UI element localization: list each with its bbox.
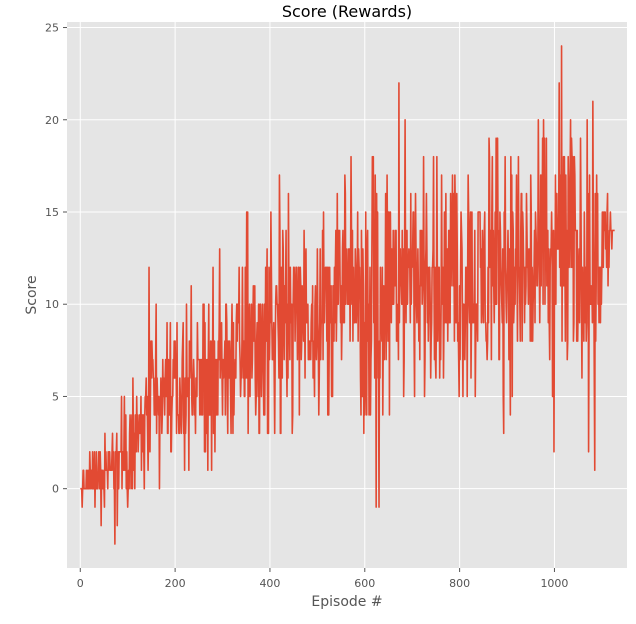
x-tick-label: 600: [354, 577, 375, 590]
x-tick-label: 800: [449, 577, 470, 590]
y-tick-label: 0: [52, 483, 59, 496]
x-axis-label: Episode #: [311, 594, 382, 610]
x-tick-label: 1000: [540, 577, 568, 590]
score-series: [79, 45, 616, 545]
y-axis: 0 5 10 15 20 25: [45, 22, 67, 496]
y-tick-label: 15: [45, 206, 59, 219]
y-axis-label: Score: [24, 275, 40, 314]
x-tick-label: 400: [259, 577, 280, 590]
chart-title: Score (Rewards): [282, 2, 412, 21]
y-tick-label: 5: [52, 390, 59, 403]
score-line: [79, 45, 616, 545]
x-tick-label: 0: [77, 577, 84, 590]
x-tick-label: 200: [165, 577, 186, 590]
y-tick-label: 10: [45, 298, 59, 311]
x-axis: 0 200 400 600 800 1000: [77, 568, 568, 590]
y-tick-label: 20: [45, 114, 59, 127]
y-tick-label: 25: [45, 22, 59, 35]
